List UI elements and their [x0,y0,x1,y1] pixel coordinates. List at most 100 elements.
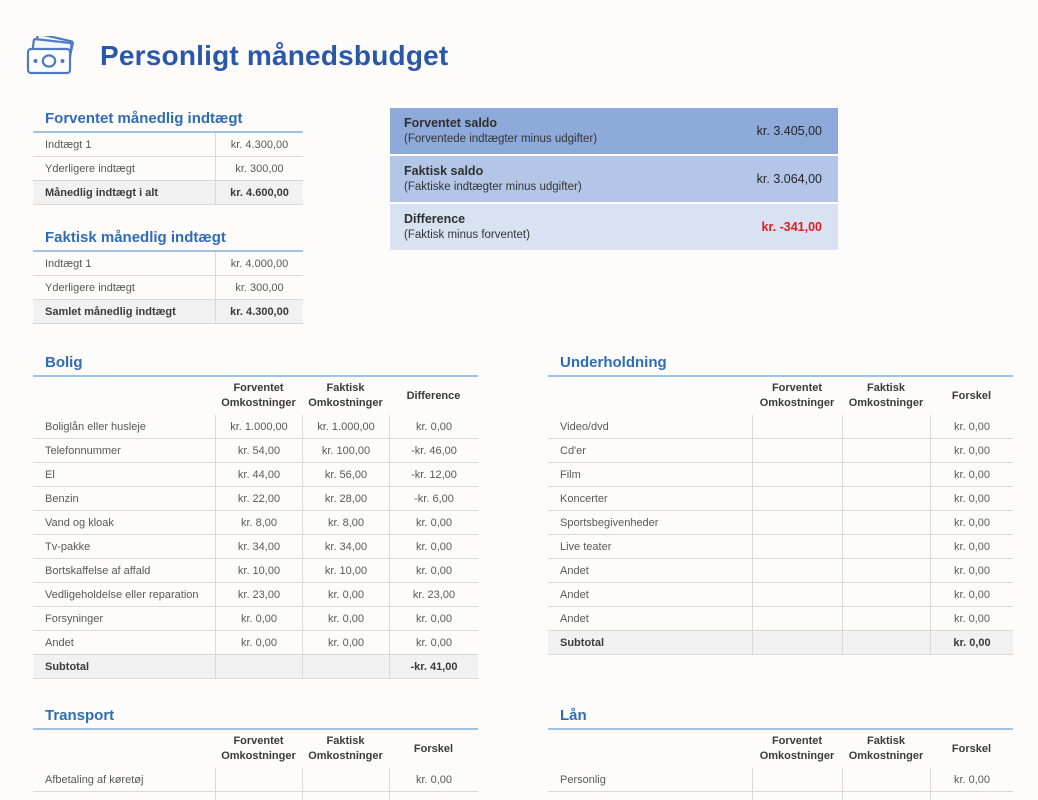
loans-section: Lån Forventet Omkostninger Faktisk Omkos… [548,707,1013,800]
expected-cell[interactable] [752,535,842,558]
table-row: Vedligeholdelse eller reparation kr. 23,… [33,583,478,607]
expected-income-section: Forventet månedlig indtægt Indtægt 1 kr.… [33,110,303,205]
actual-cell[interactable]: kr. 34,00 [302,535,389,558]
entertainment-section: Underholdning Forventet Omkostninger Fak… [548,354,1013,655]
column-header-difference: Difference [406,389,461,402]
actual-cell[interactable] [842,487,930,510]
expected-cell[interactable] [752,583,842,606]
row-label: Live teater [560,540,612,553]
row-label: Vand og kloak [45,516,114,529]
expected-cell[interactable]: kr. 23,00 [215,583,302,606]
table-row: Andet kr. 0,00 [548,559,1013,583]
expected-cell[interactable] [215,655,302,678]
actual-cell[interactable] [842,439,930,462]
actual-income-title: Faktisk månedlig indtægt [33,229,303,252]
column-header-actual: Faktisk Omkostninger [308,382,383,409]
expected-balance-subtitle: (Forventede indtægter minus udgifter) [404,132,598,145]
amount-cell[interactable]: kr. 300,00 [215,157,303,180]
actual-income-table: Indtægt 1 kr. 4.000,00 Yderligere indtæg… [33,252,303,324]
expected-cell[interactable] [215,768,302,791]
column-header-expected: Forventet Omkostninger [221,382,296,409]
actual-cell[interactable]: kr. 0,00 [302,631,389,654]
expected-cell[interactable]: kr. 54,00 [215,439,302,462]
expected-cell[interactable] [752,439,842,462]
difference-cell: kr. 0,00 [930,768,1013,791]
row-label: Vedligeholdelse eller reparation [45,588,199,601]
actual-cell[interactable] [842,415,930,438]
actual-cell[interactable] [842,607,930,630]
column-header-difference: Forskel [951,742,992,755]
amount-cell[interactable]: kr. 4.000,00 [215,252,303,275]
actual-cell[interactable]: kr. 0,00 [302,607,389,630]
expected-cell[interactable] [752,631,842,654]
table-row: Tv-pakke kr. 34,00 kr. 34,00 kr. 0,00 [33,535,478,559]
table-row: Subtotal kr. 0,00 [548,631,1013,655]
actual-cell[interactable] [842,559,930,582]
actual-cell[interactable]: kr. 8,00 [302,511,389,534]
expected-cell[interactable] [752,487,842,510]
table-row: Yderligere indtægt kr. 300,00 [33,276,303,300]
actual-cell[interactable]: kr. 10,00 [302,559,389,582]
actual-cell[interactable]: kr. 0,00 [302,583,389,606]
row-label: Indtægt 1 [45,138,92,151]
expected-cell[interactable]: kr. 22,00 [215,487,302,510]
row-label: Subtotal [560,636,604,649]
difference-cell: kr. 0,00 [930,511,1013,534]
expected-cell[interactable]: kr. 10,00 [215,559,302,582]
expected-cell[interactable]: kr. 1.000,00 [215,415,302,438]
expected-cell[interactable] [752,768,842,791]
expected-cell[interactable]: kr. 8,00 [215,511,302,534]
actual-cell[interactable] [302,768,389,791]
table-row: El kr. 44,00 kr. 56,00 -kr. 12,00 [33,463,478,487]
actual-cell[interactable] [842,535,930,558]
table-row: Benzin kr. 22,00 kr. 28,00 -kr. 6,00 [33,487,478,511]
page-title: Personligt månedsbudget [100,40,449,71]
expected-cell[interactable] [752,559,842,582]
entertainment-title: Underholdning [548,354,1013,377]
expected-cell[interactable] [752,415,842,438]
table-row: Telefonnummer kr. 54,00 kr. 100,00 -kr. … [33,439,478,463]
difference-cell: kr. 0,00 [389,607,478,630]
difference-cell: kr. 0,00 [930,487,1013,510]
expected-cell[interactable] [752,511,842,534]
column-header-actual: Faktisk Omkostninger [848,735,924,762]
transport-column-headers: Forventet Omkostninger Faktisk Omkostnin… [33,730,478,768]
table-row: Forsyninger kr. 0,00 kr. 0,00 kr. 0,00 [33,607,478,631]
difference-cell: -kr. 46,00 [389,439,478,462]
difference-cell: kr. 0,00 [389,535,478,558]
entertainment-column-headers: Forventet Omkostninger Faktisk Omkostnin… [548,377,1013,415]
difference-cell: kr. 0,00 [389,511,478,534]
row-label: Andet [560,564,589,577]
expected-cell[interactable] [752,607,842,630]
table-row: Yderligere indtægt kr. 300,00 [33,157,303,181]
amount-cell[interactable]: kr. 300,00 [215,276,303,299]
actual-cell[interactable]: kr. 28,00 [302,487,389,510]
row-label: Tv-pakke [45,540,91,553]
actual-cell[interactable] [302,655,389,678]
difference-row: Difference (Faktisk minus forventet) kr.… [390,204,838,250]
actual-cell[interactable]: kr. 100,00 [302,439,389,462]
amount-cell[interactable]: kr. 4.300,00 [215,133,303,156]
row-label: Benzin [45,492,79,505]
amount-cell[interactable]: kr. 4.300,00 [215,300,303,323]
difference-cell: kr. 0,00 [930,583,1013,606]
expected-cell[interactable]: kr. 44,00 [215,463,302,486]
expected-cell[interactable]: kr. 0,00 [215,631,302,654]
difference-cell: -kr. 12,00 [389,463,478,486]
actual-cell[interactable]: kr. 56,00 [302,463,389,486]
difference-cell: kr. 0,00 [930,439,1013,462]
expected-cell[interactable] [752,463,842,486]
actual-cell[interactable] [842,511,930,534]
actual-cell[interactable] [842,631,930,654]
expected-cell[interactable]: kr. 34,00 [215,535,302,558]
actual-cell[interactable] [842,583,930,606]
table-row: Vand og kloak kr. 8,00 kr. 8,00 kr. 0,00 [33,511,478,535]
actual-cell[interactable] [842,768,930,791]
amount-cell[interactable]: kr. 4.600,00 [215,181,303,204]
expected-cell[interactable]: kr. 0,00 [215,607,302,630]
actual-cell[interactable] [842,463,930,486]
table-row: Andet kr. 0,00 [548,607,1013,631]
column-header-expected: Forventet Omkostninger [759,735,835,762]
actual-cell[interactable]: kr. 1.000,00 [302,415,389,438]
column-header-difference: Forskel [413,742,454,755]
